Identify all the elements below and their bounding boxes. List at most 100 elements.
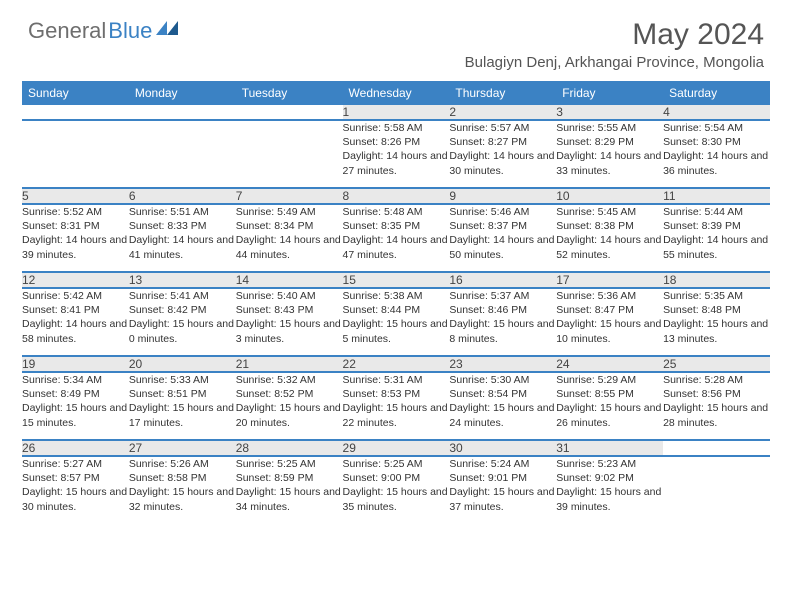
sunrise-line: Sunrise: 5:55 AM	[556, 121, 663, 135]
day-detail-row: Sunrise: 5:42 AMSunset: 8:41 PMDaylight:…	[22, 288, 770, 356]
day-number-cell: 9	[449, 188, 556, 204]
daylight-line: Daylight: 15 hours and 10 minutes.	[556, 317, 663, 345]
day-number-cell: 3	[556, 105, 663, 120]
daylight-line: Daylight: 15 hours and 32 minutes.	[129, 485, 236, 513]
sunrise-line: Sunrise: 5:32 AM	[236, 373, 343, 387]
daylight-line: Daylight: 14 hours and 55 minutes.	[663, 233, 770, 261]
sunset-line: Sunset: 8:30 PM	[663, 135, 770, 149]
day-detail-cell: Sunrise: 5:37 AMSunset: 8:46 PMDaylight:…	[449, 288, 556, 356]
sunrise-line: Sunrise: 5:57 AM	[449, 121, 556, 135]
daylight-line: Daylight: 14 hours and 39 minutes.	[22, 233, 129, 261]
daylight-line: Daylight: 15 hours and 39 minutes.	[556, 485, 663, 513]
day-detail-cell: Sunrise: 5:41 AMSunset: 8:42 PMDaylight:…	[129, 288, 236, 356]
sunrise-line: Sunrise: 5:30 AM	[449, 373, 556, 387]
day-detail-row: Sunrise: 5:58 AMSunset: 8:26 PMDaylight:…	[22, 120, 770, 188]
sunset-line: Sunset: 8:35 PM	[343, 219, 450, 233]
sunset-line: Sunset: 8:51 PM	[129, 387, 236, 401]
daylight-line: Daylight: 15 hours and 35 minutes.	[343, 485, 450, 513]
logo: GeneralBlue	[28, 18, 178, 44]
location-text: Bulagiyn Denj, Arkhangai Province, Mongo…	[465, 54, 764, 71]
daylight-line: Daylight: 14 hours and 52 minutes.	[556, 233, 663, 261]
sunrise-line: Sunrise: 5:48 AM	[343, 205, 450, 219]
sunrise-line: Sunrise: 5:23 AM	[556, 457, 663, 471]
day-detail-cell	[129, 120, 236, 188]
sunrise-line: Sunrise: 5:37 AM	[449, 289, 556, 303]
day-number-cell	[236, 105, 343, 120]
sunset-line: Sunset: 8:41 PM	[22, 303, 129, 317]
daylight-line: Daylight: 15 hours and 17 minutes.	[129, 401, 236, 429]
day-detail-cell: Sunrise: 5:23 AMSunset: 9:02 PMDaylight:…	[556, 456, 663, 524]
day-number-cell: 17	[556, 272, 663, 288]
day-number-cell: 30	[449, 440, 556, 456]
page-header: GeneralBlue May 2024 Bulagiyn Denj, Arkh…	[0, 0, 792, 75]
day-number-cell: 28	[236, 440, 343, 456]
day-number-cell	[129, 105, 236, 120]
daylight-line: Daylight: 15 hours and 5 minutes.	[343, 317, 450, 345]
day-detail-cell: Sunrise: 5:34 AMSunset: 8:49 PMDaylight:…	[22, 372, 129, 440]
sunset-line: Sunset: 8:48 PM	[663, 303, 770, 317]
weekday-header: Sunday	[22, 81, 129, 105]
sunset-line: Sunset: 8:44 PM	[343, 303, 450, 317]
daylight-line: Daylight: 14 hours and 41 minutes.	[129, 233, 236, 261]
day-detail-row: Sunrise: 5:27 AMSunset: 8:57 PMDaylight:…	[22, 456, 770, 524]
day-number-row: 262728293031	[22, 440, 770, 456]
weekday-header: Monday	[129, 81, 236, 105]
sunset-line: Sunset: 8:42 PM	[129, 303, 236, 317]
sunset-line: Sunset: 8:39 PM	[663, 219, 770, 233]
month-title: May 2024	[465, 18, 764, 52]
sunset-line: Sunset: 8:38 PM	[556, 219, 663, 233]
sunset-line: Sunset: 8:49 PM	[22, 387, 129, 401]
weekday-header: Tuesday	[236, 81, 343, 105]
day-number-cell: 23	[449, 356, 556, 372]
day-detail-cell: Sunrise: 5:28 AMSunset: 8:56 PMDaylight:…	[663, 372, 770, 440]
sunset-line: Sunset: 9:00 PM	[343, 471, 450, 485]
day-detail-cell: Sunrise: 5:30 AMSunset: 8:54 PMDaylight:…	[449, 372, 556, 440]
day-detail-cell: Sunrise: 5:42 AMSunset: 8:41 PMDaylight:…	[22, 288, 129, 356]
sunrise-line: Sunrise: 5:25 AM	[236, 457, 343, 471]
day-detail-cell: Sunrise: 5:44 AMSunset: 8:39 PMDaylight:…	[663, 204, 770, 272]
day-number-cell: 15	[343, 272, 450, 288]
day-number-cell: 4	[663, 105, 770, 120]
day-number-cell: 2	[449, 105, 556, 120]
day-detail-cell: Sunrise: 5:33 AMSunset: 8:51 PMDaylight:…	[129, 372, 236, 440]
sunrise-line: Sunrise: 5:28 AM	[663, 373, 770, 387]
daylight-line: Daylight: 15 hours and 13 minutes.	[663, 317, 770, 345]
day-detail-cell: Sunrise: 5:38 AMSunset: 8:44 PMDaylight:…	[343, 288, 450, 356]
day-number-cell: 6	[129, 188, 236, 204]
sunrise-line: Sunrise: 5:40 AM	[236, 289, 343, 303]
sunrise-line: Sunrise: 5:24 AM	[449, 457, 556, 471]
day-number-cell: 1	[343, 105, 450, 120]
daylight-line: Daylight: 15 hours and 37 minutes.	[449, 485, 556, 513]
weekday-header-row: Sunday Monday Tuesday Wednesday Thursday…	[22, 81, 770, 105]
day-number-cell	[22, 105, 129, 120]
weekday-header: Thursday	[449, 81, 556, 105]
day-number-cell: 29	[343, 440, 450, 456]
daylight-line: Daylight: 14 hours and 58 minutes.	[22, 317, 129, 345]
day-number-cell: 19	[22, 356, 129, 372]
day-number-row: 567891011	[22, 188, 770, 204]
day-detail-cell: Sunrise: 5:25 AMSunset: 8:59 PMDaylight:…	[236, 456, 343, 524]
sunset-line: Sunset: 8:59 PM	[236, 471, 343, 485]
sunset-line: Sunset: 8:47 PM	[556, 303, 663, 317]
sunrise-line: Sunrise: 5:26 AM	[129, 457, 236, 471]
daylight-line: Daylight: 15 hours and 30 minutes.	[22, 485, 129, 513]
day-detail-cell: Sunrise: 5:54 AMSunset: 8:30 PMDaylight:…	[663, 120, 770, 188]
sunset-line: Sunset: 8:54 PM	[449, 387, 556, 401]
sunrise-line: Sunrise: 5:44 AM	[663, 205, 770, 219]
daylight-line: Daylight: 15 hours and 15 minutes.	[22, 401, 129, 429]
sunrise-line: Sunrise: 5:34 AM	[22, 373, 129, 387]
daylight-line: Daylight: 14 hours and 44 minutes.	[236, 233, 343, 261]
sunset-line: Sunset: 8:55 PM	[556, 387, 663, 401]
day-detail-cell: Sunrise: 5:52 AMSunset: 8:31 PMDaylight:…	[22, 204, 129, 272]
day-number-cell: 16	[449, 272, 556, 288]
daylight-line: Daylight: 14 hours and 33 minutes.	[556, 149, 663, 177]
day-detail-cell: Sunrise: 5:26 AMSunset: 8:58 PMDaylight:…	[129, 456, 236, 524]
weekday-header: Wednesday	[343, 81, 450, 105]
sunrise-line: Sunrise: 5:45 AM	[556, 205, 663, 219]
sunset-line: Sunset: 9:01 PM	[449, 471, 556, 485]
logo-text-blue: Blue	[108, 18, 152, 44]
sunset-line: Sunset: 8:31 PM	[22, 219, 129, 233]
day-detail-cell: Sunrise: 5:45 AMSunset: 8:38 PMDaylight:…	[556, 204, 663, 272]
day-number-cell: 14	[236, 272, 343, 288]
sunset-line: Sunset: 8:37 PM	[449, 219, 556, 233]
